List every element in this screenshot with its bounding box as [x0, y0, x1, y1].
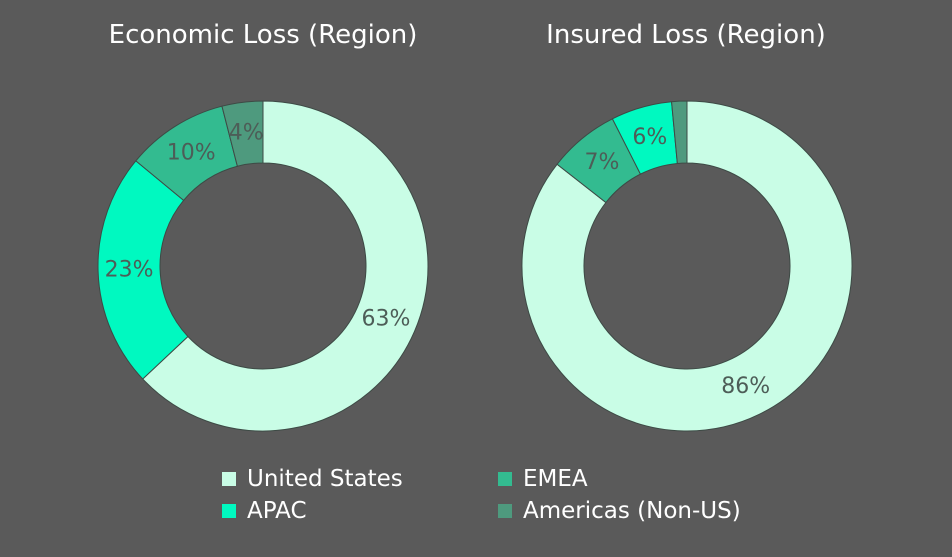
legend-item-united-states: United States [222, 466, 403, 492]
chart1-label-emea: 10% [167, 140, 216, 165]
economic-loss-title: Economic Loss (Region) [108, 20, 418, 50]
legend-item-emea: EMEA [498, 466, 588, 492]
chart2-slice-americas-non-us [671, 100, 688, 164]
legend-label-emea: EMEA [523, 466, 588, 492]
insured-loss-title: Insured Loss (Region) [546, 20, 826, 50]
chart1-slice-united-states [142, 100, 429, 432]
legend-swatch-emea [498, 472, 512, 486]
chart1-label-apac: 23% [105, 258, 154, 283]
chart2-label-united-states: 86% [721, 374, 770, 399]
legend-swatch-americas-non-us [498, 504, 512, 518]
legend-swatch-apac [222, 504, 236, 518]
chart1-label-americas-non-us: 4% [229, 121, 264, 146]
legend-swatch-united-states [222, 472, 236, 486]
chart2-slice-united-states [521, 100, 853, 432]
chart2-label-emea: 7% [584, 150, 619, 175]
chart1-slice-americas-non-us [221, 100, 264, 167]
legend-label-apac: APAC [247, 498, 307, 524]
legend-item-americas-non-us: Americas (Non-US) [498, 498, 741, 524]
chart1-label-united-states: 63% [362, 307, 411, 332]
chart1-slice-apac [97, 160, 189, 380]
legend-item-apac: APAC [222, 498, 307, 524]
legend-label-americas-non-us: Americas (Non-US) [523, 498, 741, 524]
legend-label-united-states: United States [247, 466, 403, 492]
legend: United States EMEA APAC Americas (Non-US… [0, 466, 952, 536]
chart2-label-apac: 6% [632, 125, 667, 150]
